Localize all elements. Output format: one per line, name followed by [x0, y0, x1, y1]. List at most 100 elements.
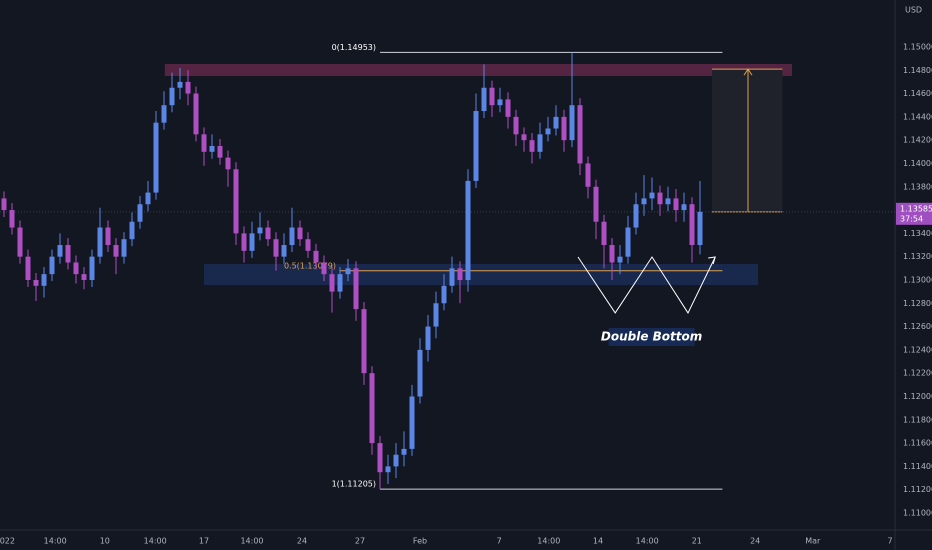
- candle-body: [33, 279, 39, 286]
- plot-area: 0(1.14953) 0.5(1.13079) 1(1.11205) Double B…: [0, 43, 895, 490]
- candle-body: [225, 157, 231, 170]
- pattern-arrowhead: [708, 256, 716, 265]
- candle-body: [57, 245, 63, 257]
- candle-body: [89, 256, 95, 280]
- y-tick-label: 1.14400: [903, 112, 932, 121]
- candle-body: [297, 227, 303, 240]
- candle-body: [457, 268, 463, 280]
- y-tick-label: 1.14200: [903, 136, 932, 145]
- candle-body: [329, 274, 335, 292]
- x-tick-label: Mar: [805, 537, 821, 546]
- candle-body: [409, 396, 415, 449]
- candle-body: [177, 81, 183, 88]
- x-tick-label: 14:00: [636, 537, 659, 546]
- candle-body: [465, 180, 471, 280]
- y-tick-label: 1.11600: [903, 439, 932, 448]
- candle-body: [273, 239, 279, 257]
- candle-body: [345, 268, 351, 275]
- y-tick-label: 1.13800: [903, 182, 932, 191]
- x-tick-label: 7: [497, 537, 502, 546]
- candle-body: [681, 204, 687, 211]
- candle-body: [49, 256, 55, 275]
- candle-body: [697, 211, 703, 246]
- candle-body: [201, 134, 207, 152]
- candle-body: [489, 87, 495, 106]
- candle-body: [633, 204, 639, 228]
- y-tick-label: 1.12400: [903, 345, 932, 354]
- candle-body: [553, 116, 559, 129]
- candle-body: [113, 245, 119, 257]
- y-tick-label: 1.12600: [903, 322, 932, 331]
- candle-body: [257, 227, 263, 234]
- candle-body: [569, 105, 575, 141]
- x-tick-label: 27: [355, 537, 365, 546]
- candle-body: [145, 192, 151, 205]
- y-tick-label: 1.13000: [903, 275, 932, 284]
- candle-body: [17, 227, 23, 257]
- candle-body: [137, 204, 143, 222]
- candle-body: [217, 145, 223, 158]
- x-tick-label: Feb: [413, 537, 427, 546]
- candle-body: [105, 227, 111, 246]
- y-tick-label: 1.12000: [903, 392, 932, 401]
- candle-body: [289, 227, 295, 246]
- projection-arrowhead: [743, 68, 753, 76]
- candle-body: [481, 87, 487, 112]
- candle-body: [401, 448, 407, 455]
- y-tick-label: 1.11800: [903, 415, 932, 424]
- candle-body: [377, 443, 383, 473]
- candle-body: [337, 274, 343, 292]
- candle-body: [433, 303, 439, 327]
- x-tick-label: 14:00: [44, 537, 67, 546]
- x-tick-label: 21: [692, 537, 702, 546]
- candle-body: [321, 262, 327, 275]
- candle-body: [673, 198, 679, 211]
- pattern-line: [577, 256, 716, 314]
- zone: [164, 63, 793, 76]
- candle-body: [585, 163, 591, 187]
- y-tick-label: 1.11200: [903, 485, 932, 494]
- y-tick-label: 1.11400: [903, 462, 932, 471]
- countdown: 37:54: [900, 214, 923, 223]
- fib-label: 0.5(1.13079): [284, 261, 336, 270]
- candle-body: [41, 274, 47, 286]
- x-tick-label: 2022: [0, 537, 15, 546]
- candle-body: [369, 373, 375, 444]
- candle-body: [385, 466, 391, 473]
- candle-body: [1, 198, 7, 211]
- fib-label: 1(1.11205): [332, 480, 376, 489]
- x-tick-label: 14: [593, 537, 603, 546]
- candle-body: [305, 239, 311, 251]
- pattern-label-bg: [608, 327, 695, 346]
- candle-body: [153, 122, 159, 193]
- candle-body: [393, 454, 399, 467]
- candle-body: [497, 99, 503, 106]
- pattern-label: Double Bottom: [601, 329, 702, 343]
- candle-body: [617, 256, 623, 263]
- candle-body: [505, 99, 511, 117]
- candle-body: [313, 250, 319, 263]
- candle-body: [601, 221, 607, 246]
- y-tick-label: 1.11000: [903, 508, 932, 517]
- candle-body: [161, 105, 167, 123]
- candle-body: [281, 245, 287, 257]
- candle-body: [513, 116, 519, 135]
- x-tick-label: 14:00: [144, 537, 167, 546]
- candle-body: [545, 128, 551, 135]
- candle-body: [249, 233, 255, 251]
- candle-body: [233, 169, 239, 234]
- y-tick-label: 1.14800: [903, 66, 932, 75]
- fib-label: 0(1.14953): [332, 43, 376, 52]
- candle-body: [537, 134, 543, 152]
- x-tick-label: 17: [199, 537, 209, 546]
- candle-body: [689, 204, 695, 246]
- candle-body: [649, 192, 655, 199]
- candle-body: [609, 245, 615, 263]
- projection-box: [712, 69, 783, 212]
- x-tick-label: 24: [297, 537, 307, 546]
- candle-body: [625, 227, 631, 257]
- candle-body: [361, 309, 367, 374]
- y-tick-label: 1.14600: [903, 89, 932, 98]
- candle-body: [417, 349, 423, 397]
